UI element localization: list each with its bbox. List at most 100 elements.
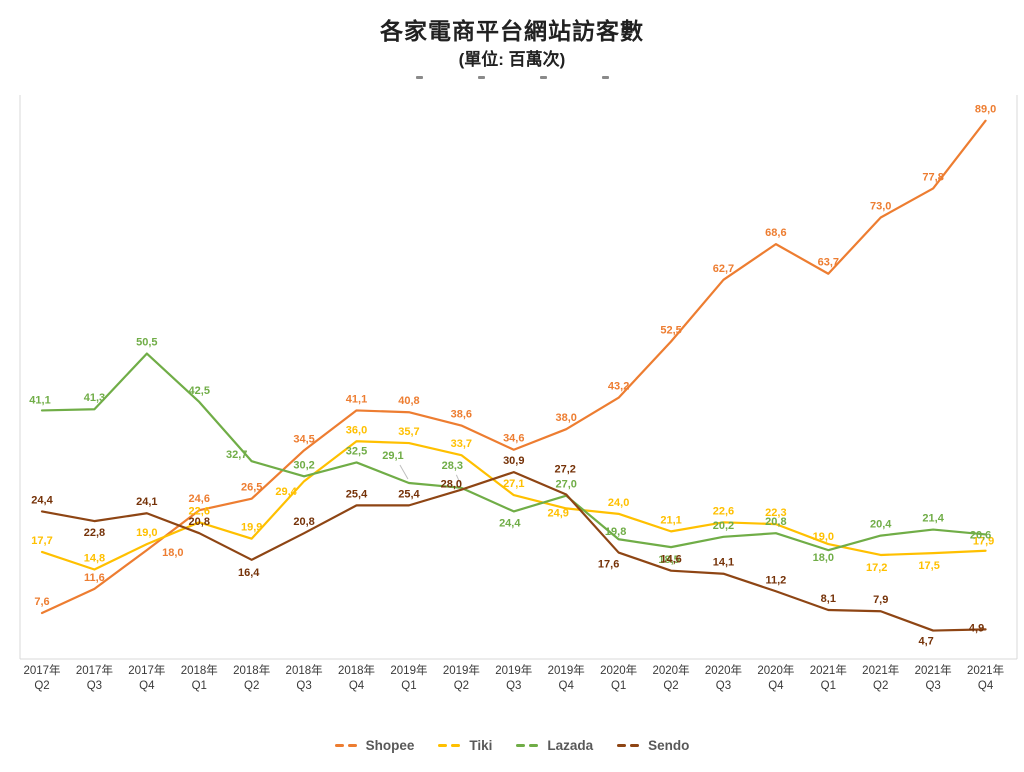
data-label-shopee: 63,7 xyxy=(818,257,839,269)
data-label-sendo: 4,7 xyxy=(918,636,933,648)
label-leader-line xyxy=(455,474,461,485)
data-label-lazada: 20,8 xyxy=(765,516,786,528)
tick-dash-icon xyxy=(477,76,485,79)
data-label-tiki: 17,7 xyxy=(31,535,52,547)
x-axis-label: 2017年 Q3 xyxy=(76,663,113,692)
legend-item-sendo: Sendo xyxy=(617,738,689,753)
data-label-sendo: 14,1 xyxy=(713,557,734,569)
data-label-tiki: 24,0 xyxy=(608,497,629,509)
data-label-shopee: 43,2 xyxy=(608,381,629,393)
x-axis-label: 2020年 Q3 xyxy=(705,663,742,692)
data-label-tiki: 17,9 xyxy=(973,536,994,548)
data-label-lazada: 19,8 xyxy=(605,526,626,538)
data-label-shopee: 34,6 xyxy=(503,433,524,445)
x-axis-label: 2018年 Q4 xyxy=(338,663,375,692)
data-label-shopee: 11,6 xyxy=(84,572,105,584)
legend-item-lazada: Lazada xyxy=(516,738,593,753)
x-axis-label: 2018年 Q2 xyxy=(233,663,270,692)
data-label-tiki: 19,0 xyxy=(136,527,157,539)
data-label-sendo: 24,1 xyxy=(136,496,157,508)
x-axis-label: 2019年 Q1 xyxy=(390,663,427,692)
data-label-lazada: 20,4 xyxy=(870,519,892,531)
data-label-sendo: 17,6 xyxy=(598,559,619,571)
data-label-sendo: 30,9 xyxy=(503,455,524,467)
data-label-lazada: 20,2 xyxy=(713,520,734,532)
legend-label: Lazada xyxy=(547,738,594,753)
x-axis-label: 2017年 Q4 xyxy=(128,663,165,692)
data-label-shopee: 52,5 xyxy=(660,324,681,336)
chart-legend: Shopee Tiki Lazada Sendo xyxy=(0,738,1024,753)
data-label-shopee: 77,8 xyxy=(922,171,943,183)
data-label-lazada: 32,7 xyxy=(226,449,247,461)
x-axis-label: 2021年 Q2 xyxy=(862,663,899,692)
data-label-sendo: 20,8 xyxy=(293,516,314,528)
data-label-tiki: 22,6 xyxy=(189,505,210,517)
data-label-tiki: 22,3 xyxy=(765,507,786,519)
data-label-sendo: 16,4 xyxy=(238,567,260,579)
data-label-lazada: 21,4 xyxy=(922,513,944,525)
data-label-tiki: 14,8 xyxy=(84,552,105,564)
x-axis-label: 2021年 Q1 xyxy=(810,663,847,692)
data-label-lazada: 18,0 xyxy=(813,552,834,564)
data-label-tiki: 19,9 xyxy=(241,522,262,534)
data-label-sendo: 22,8 xyxy=(84,527,105,539)
data-label-sendo: 25,4 xyxy=(398,488,420,500)
legend-dash-icon xyxy=(516,744,526,747)
chart-title: 各家電商平台網站訪客數 xyxy=(380,18,644,44)
line-chart-plot: 7,6 11,6 18,0 24,6 26,5 34,5 41,1 40,8 38,6 34,6 3… xyxy=(19,95,1018,692)
data-label-sendo: 14,6 xyxy=(660,554,681,566)
data-label-tiki: 35,7 xyxy=(398,426,419,438)
legend-dash-icon xyxy=(617,744,627,747)
legend-label: Tiki xyxy=(469,738,493,753)
data-label-sendo: 4,9 xyxy=(969,622,984,634)
data-label-sendo: 8,1 xyxy=(821,593,836,605)
legend-label: Shopee xyxy=(365,738,415,753)
data-label-tiki: 17,5 xyxy=(918,560,939,572)
x-axis-label: 2019年 Q2 xyxy=(443,663,480,692)
legend-dash-icon xyxy=(630,744,640,747)
data-label-shopee: 38,0 xyxy=(555,412,576,424)
data-label-lazada: 50,5 xyxy=(136,337,157,349)
series-line-lazada xyxy=(40,352,987,552)
data-label-sendo: 24,4 xyxy=(31,494,53,506)
data-label-tiki: 21,1 xyxy=(660,514,681,526)
data-label-shopee: 41,1 xyxy=(346,393,367,405)
data-label-lazada: 20,6 xyxy=(970,529,991,541)
x-axis-label: 2020年 Q2 xyxy=(652,663,689,692)
data-label-shopee: 89,0 xyxy=(975,104,996,116)
legend-dash-icon xyxy=(438,744,448,747)
data-label-sendo: 7,9 xyxy=(873,594,888,606)
series-line-shopee xyxy=(40,119,987,615)
x-axis-label: 2021年 Q4 xyxy=(967,663,1004,692)
data-label-lazada: 42,5 xyxy=(189,385,210,397)
data-label-shopee: 38,6 xyxy=(451,409,472,421)
legend-dash-icon xyxy=(451,744,461,747)
x-axis-label: 2018年 Q1 xyxy=(181,663,218,692)
data-label-shopee: 40,8 xyxy=(398,395,419,407)
data-label-sendo: 28,0 xyxy=(441,479,462,491)
data-label-shopee: 18,0 xyxy=(162,547,183,559)
legend-item-shopee: Shopee xyxy=(334,738,415,753)
data-label-lazada: 30,2 xyxy=(293,459,314,471)
data-label-lazada: 32,5 xyxy=(346,445,367,457)
legend-dash-icon xyxy=(347,744,357,747)
x-axis-label: 2018年 Q3 xyxy=(286,663,323,692)
data-label-shopee: 34,5 xyxy=(293,433,314,445)
data-label-tiki: 17,2 xyxy=(866,562,887,574)
x-axis-label: 2020年 Q4 xyxy=(757,663,794,692)
data-label-lazada: 24,4 xyxy=(499,517,521,529)
x-axis-label: 2019年 Q3 xyxy=(495,663,532,692)
x-axis-label: 2021年 Q3 xyxy=(915,663,952,692)
label-leader-line xyxy=(399,464,409,480)
legend-label: Sendo xyxy=(648,738,690,753)
data-label-lazada: 29,1 xyxy=(382,450,403,462)
data-label-shopee: 73,0 xyxy=(870,200,891,212)
data-label-lazada: 41,3 xyxy=(84,392,105,404)
x-axis-label: 2019年 Q4 xyxy=(548,663,585,692)
legend-dash-icon xyxy=(529,744,539,747)
tick-dash-icon xyxy=(601,76,609,79)
data-label-sendo: 20,8 xyxy=(189,516,210,528)
data-label-tiki: 29,4 xyxy=(275,486,297,498)
data-label-sendo: 11,2 xyxy=(765,574,786,586)
data-label-sendo: 27,2 xyxy=(554,463,575,475)
